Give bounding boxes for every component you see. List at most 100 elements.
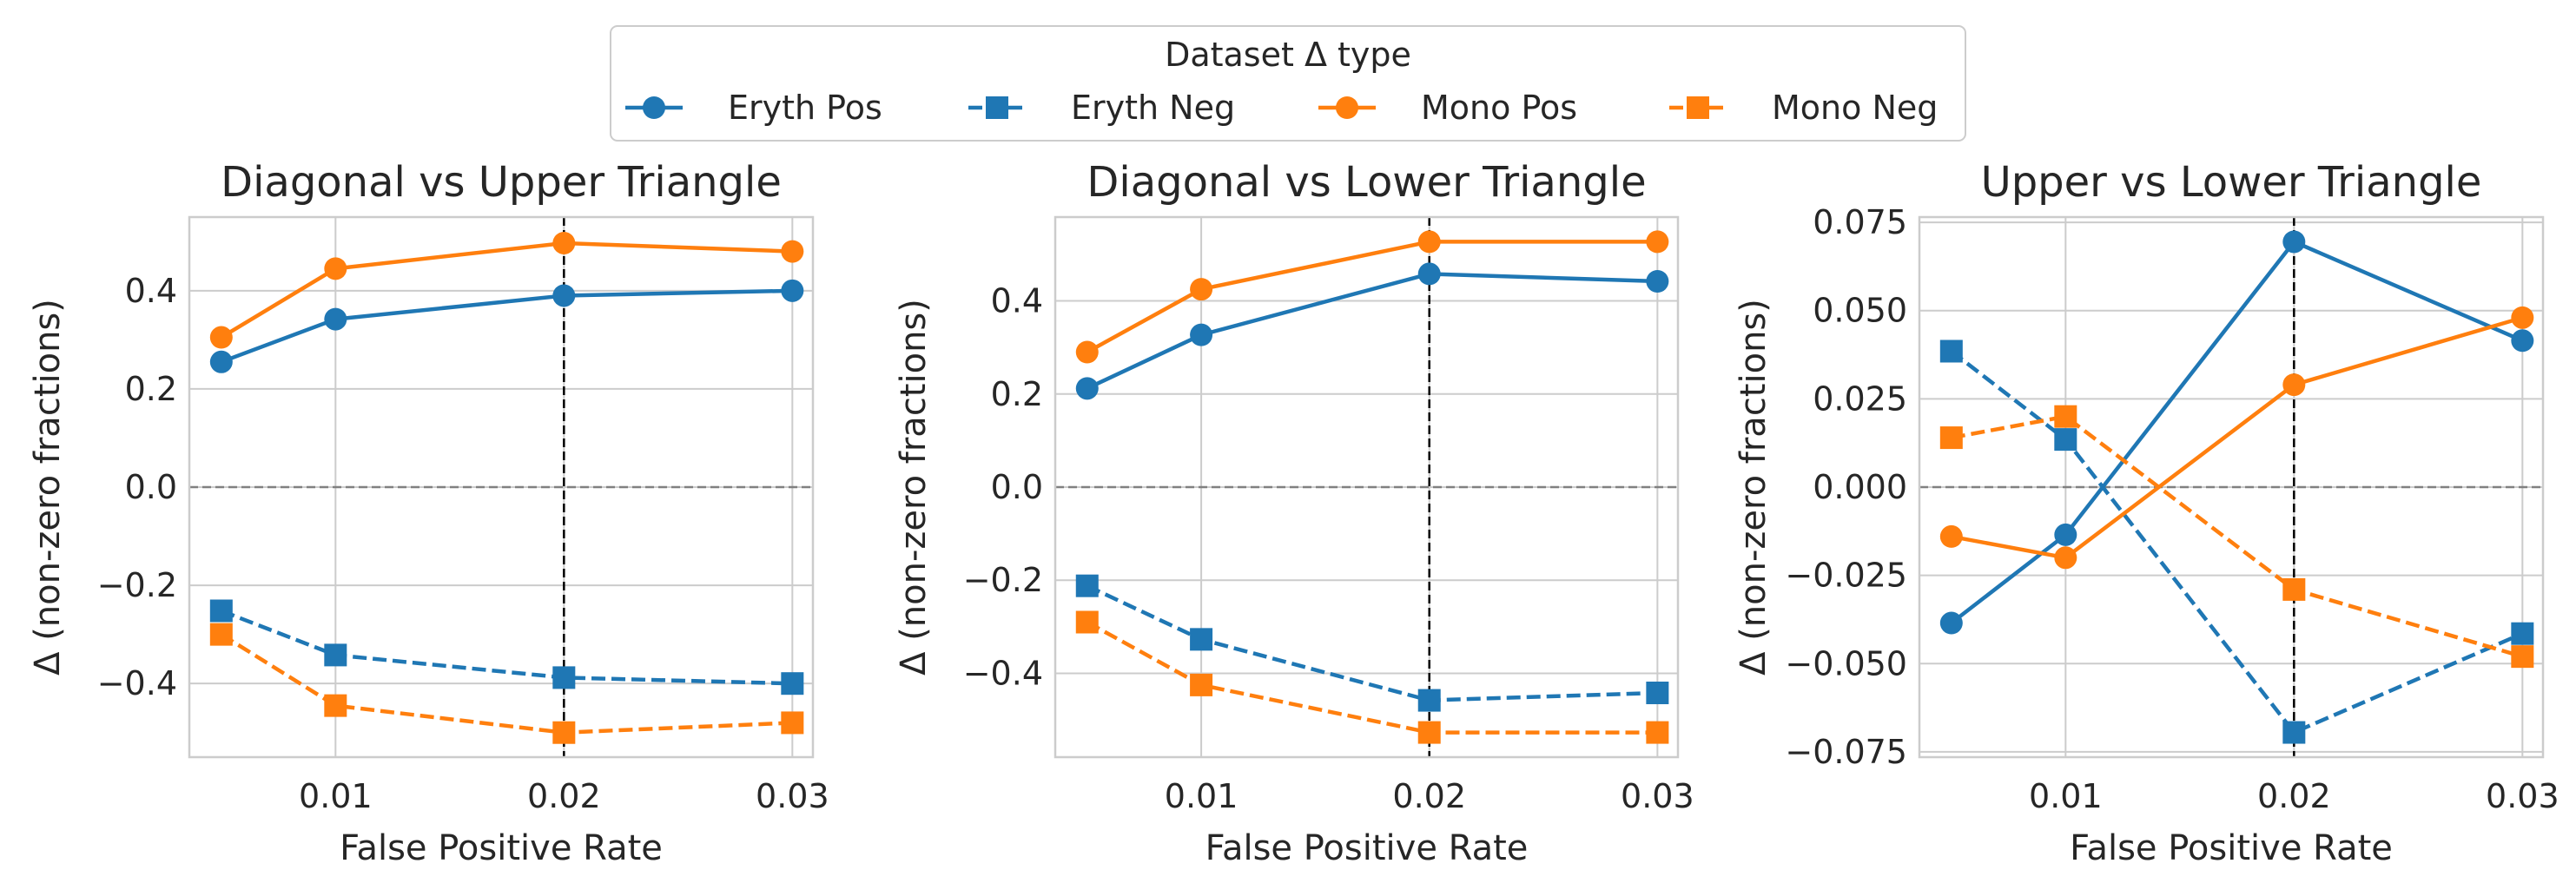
data-point [2511,645,2534,669]
data-point [209,623,233,646]
grid [189,217,813,757]
legend-marker [1336,96,1358,119]
legend-marker [643,96,665,119]
legend-title: Dataset Δ type [1165,36,1411,74]
data-point [552,666,576,689]
grid [1919,217,2543,757]
y-tick-label: −0.075 [1785,733,1907,771]
data-point [1939,524,1963,548]
series-line [220,632,793,735]
series-mono-pos [1075,230,1669,364]
legend-label: Mono Neg [1772,89,1938,127]
data-point [324,643,347,667]
axes-frame [188,215,815,759]
x-tick-label: 0.01 [299,777,373,815]
legend-label: Mono Pos [1421,89,1577,127]
y-tick-label: −0.4 [963,654,1043,692]
y-tick-label: −0.4 [97,664,177,702]
data-point [1646,721,1669,744]
x-tick-label: 0.01 [2029,777,2103,815]
x-axis-label: False Positive Rate [2070,828,2393,868]
data-point [2282,721,2306,744]
data-point [1075,377,1099,400]
data-point [1646,269,1669,293]
series-line [1951,414,2523,659]
series-line [221,609,793,686]
data-point [324,257,347,280]
data-point [2282,577,2306,601]
x-tick-label: 0.03 [2486,777,2559,815]
data-point [1190,628,1213,651]
data-point [552,231,576,254]
series-mono-pos [1939,306,2534,570]
y-tick-label: 0.4 [991,282,1043,320]
data-point [2054,428,2077,452]
data-point [1075,610,1099,634]
series-line [1086,620,1658,735]
data-point [2054,546,2077,570]
data-point [552,284,576,307]
series-line [1086,240,1658,354]
panels: 0.01 0.02 0.03 0.4 0.2 0.0 −0.2 −0.4 False Posit… [28,158,2559,868]
legend-label: Eryth Pos [728,89,882,127]
data-point [2511,306,2534,329]
x-tick-label: 0.02 [527,777,601,815]
y-tick-label: 0.2 [125,370,177,408]
x-tick-labels: 0.01 0.02 0.03 [2029,777,2559,815]
data-point [2054,523,2077,546]
data-point [1417,230,1441,254]
series-eryth-pos [209,279,804,373]
data-point [1417,262,1441,286]
y-axis-label: Δ (non-zero fractions) [1734,299,1773,676]
y-tick-labels: 0.4 0.2 0.0 −0.2 −0.4 [97,272,177,702]
data-point [552,721,576,744]
x-tick-label: 0.02 [1392,777,1466,815]
y-tick-label: 0.0 [991,468,1043,506]
x-tick-label: 0.03 [756,777,829,815]
axes-frame [1054,215,1680,759]
y-tick-label: −0.2 [97,566,177,604]
y-tick-label: 0.075 [1813,203,1907,241]
y-axis-label: Δ (non-zero fractions) [28,299,68,676]
y-tick-label: 0.000 [1813,468,1907,506]
data-point [781,240,804,263]
y-tick-label: −0.050 [1785,644,1907,682]
legend-marker [986,96,1008,119]
data-point [209,599,233,623]
x-axis-label: False Positive Rate [1205,828,1529,868]
data-point [1417,721,1441,744]
series-eryth-pos [1939,230,2534,635]
legend-entry: Eryth Pos [625,89,882,127]
data-point [324,307,347,331]
series-line [1950,349,2524,735]
series-mono-neg [1939,405,2534,669]
data-point [2282,230,2306,254]
y-tick-label: −0.2 [963,561,1043,599]
legend-frame [610,25,1966,142]
data-point [781,672,804,696]
data-point [2282,373,2306,397]
y-axis-label: Δ (non-zero fractions) [894,299,934,676]
y-tick-label: 0.025 [1813,379,1907,418]
data-point [1939,426,1963,450]
data-point [781,711,804,735]
panel-title: Diagonal vs Upper Triangle [221,158,782,207]
y-tick-labels: 0.075 0.050 0.025 0.000 −0.025 −0.050 −0.075 [1785,203,1907,771]
data-point [1075,574,1099,597]
data-point [781,279,804,302]
series-line [221,288,793,364]
series-mono-neg [209,623,804,744]
series-mono-neg [1075,610,1669,744]
series-line [1950,240,2524,625]
data-point [2511,329,2534,353]
legend-entry: Mono Pos [1318,89,1577,127]
axes-frame [1918,215,2545,759]
y-tick-label: 0.0 [125,468,177,506]
data-point [1190,673,1213,696]
legend-entry: Mono Neg [1669,89,1938,127]
data-point [2054,405,2077,428]
series-eryth-pos [1075,262,1669,400]
data-point [324,694,347,717]
